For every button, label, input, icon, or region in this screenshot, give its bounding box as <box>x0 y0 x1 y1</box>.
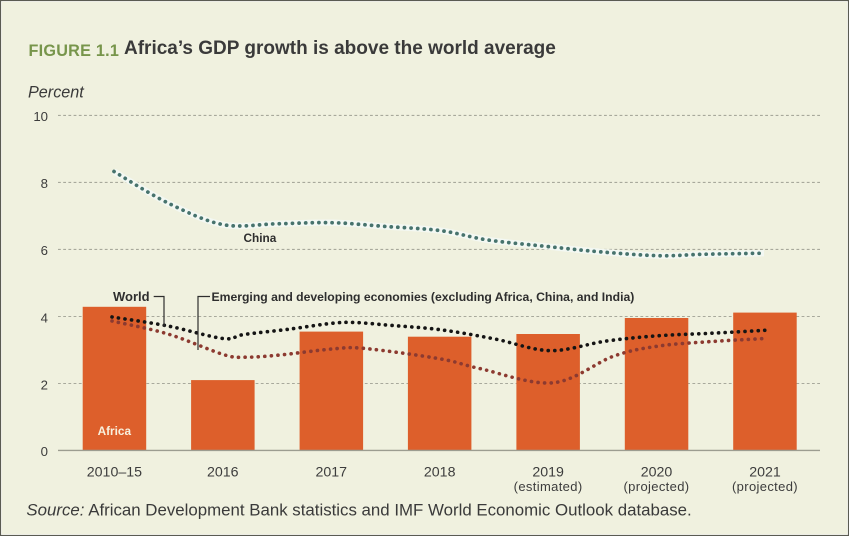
svg-text:8: 8 <box>41 176 48 191</box>
svg-text:2010–15: 2010–15 <box>87 465 142 481</box>
svg-text:2021: 2021 <box>749 465 781 481</box>
svg-text:2019: 2019 <box>532 465 564 481</box>
svg-text:2016: 2016 <box>207 465 239 481</box>
svg-text:4: 4 <box>41 310 48 325</box>
svg-text:10: 10 <box>33 109 48 124</box>
svg-text:Emerging and developing econom: Emerging and developing economies (exclu… <box>212 290 635 304</box>
svg-text:2017: 2017 <box>316 465 348 481</box>
svg-text:China: China <box>244 231 277 245</box>
svg-text:(projected): (projected) <box>732 479 798 494</box>
svg-text:Source: African Development Ba: Source: African Development Bank statist… <box>26 501 691 520</box>
svg-text:2020: 2020 <box>641 465 673 481</box>
svg-text:0: 0 <box>41 444 48 459</box>
svg-text:(projected): (projected) <box>624 479 690 494</box>
svg-text:Africa: Africa <box>98 424 132 438</box>
svg-text:(estimated): (estimated) <box>514 479 583 494</box>
svg-text:World: World <box>113 289 150 304</box>
svg-text:2: 2 <box>41 377 48 392</box>
svg-text:2018: 2018 <box>424 465 456 481</box>
svg-text:FIGURE 1.1: FIGURE 1.1 <box>29 42 120 60</box>
svg-text:Percent: Percent <box>28 83 85 101</box>
svg-text:Africa’s GDP growth is above t: Africa’s GDP growth is above the world a… <box>124 38 556 59</box>
svg-text:6: 6 <box>41 243 48 258</box>
